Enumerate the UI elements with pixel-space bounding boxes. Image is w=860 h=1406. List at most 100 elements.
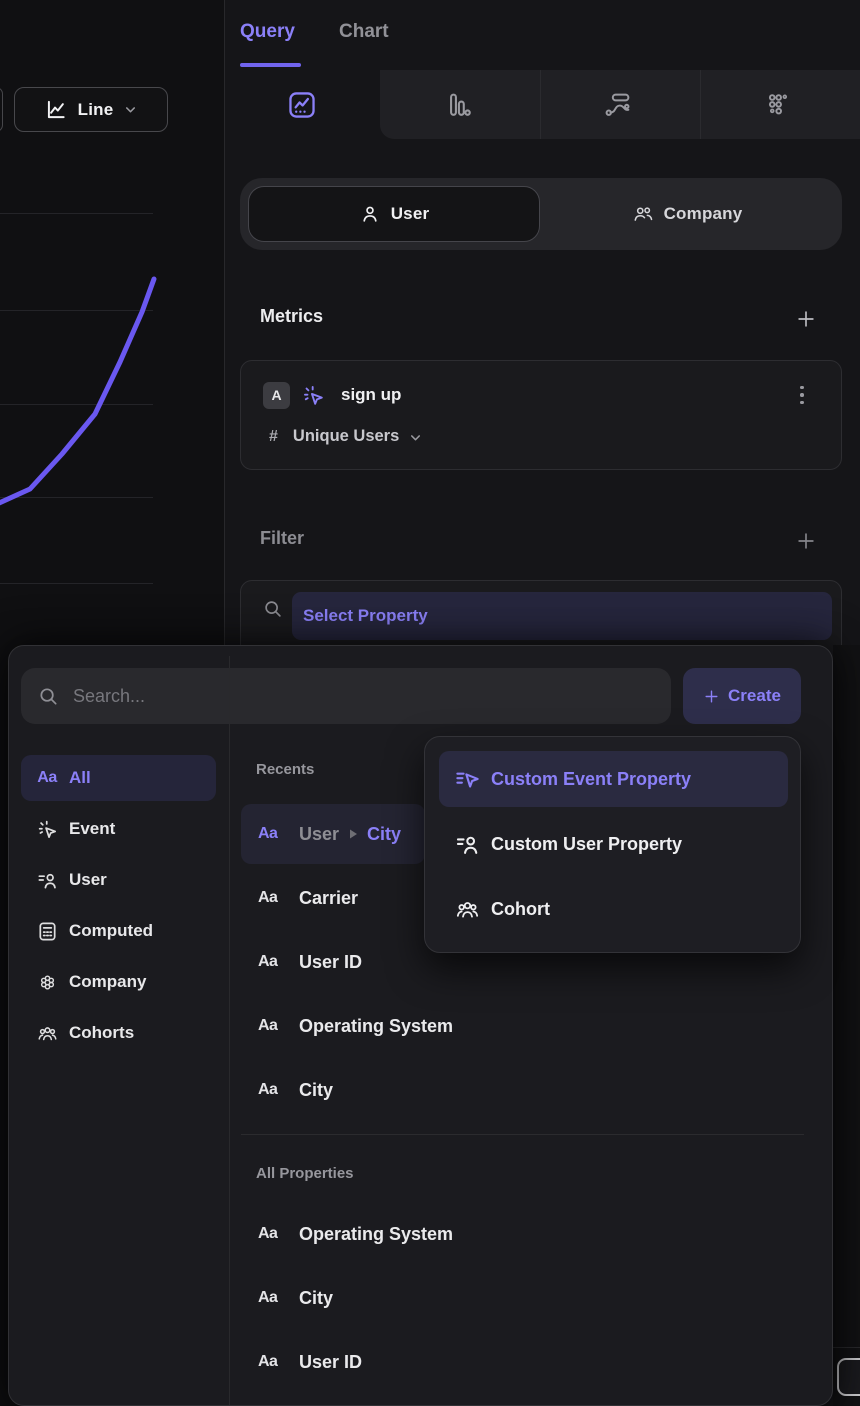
category-event[interactable]: Event <box>21 806 216 852</box>
recents-title: Recents <box>256 761 315 778</box>
menu-item-custom-user-property[interactable]: Custom User Property <box>439 816 788 872</box>
add-metric-button[interactable] <box>793 306 819 332</box>
person-icon <box>363 206 377 222</box>
add-filter-button[interactable] <box>793 528 819 554</box>
metric-options-kebab-icon[interactable] <box>791 383 813 407</box>
tab-query-label: Query <box>240 21 295 42</box>
tab-chart-label: Chart <box>339 21 389 42</box>
computed-icon <box>35 919 59 943</box>
tab-query[interactable]: Query <box>240 21 295 43</box>
filter-property-input[interactable]: Select Property <box>292 592 832 640</box>
entity-segmented-control: User Company <box>240 178 842 250</box>
filter-property-value: Select Property <box>303 606 428 625</box>
viz-separator <box>700 70 701 139</box>
all-properties-title: All Properties <box>256 1165 354 1182</box>
viz-tab-insights[interactable] <box>224 70 380 139</box>
picker-search-input[interactable] <box>73 685 655 707</box>
aa-glyph-icon: Aa <box>258 1289 278 1306</box>
search-icon <box>40 687 57 705</box>
chart-style-label: Line <box>77 99 114 119</box>
recent-property[interactable]: Aa User ID <box>241 932 816 992</box>
recent-property-user-city[interactable]: Aa User City <box>241 804 425 864</box>
property-label: Operating System <box>299 1223 454 1244</box>
filter-section-title: Filter <box>260 528 305 548</box>
aa-glyph-icon: Aa <box>258 1017 278 1034</box>
gridline <box>0 310 153 311</box>
trend-line <box>0 276 157 506</box>
recent-property[interactable]: Aa City <box>241 1060 816 1120</box>
metric-event-row[interactable]: A sign up <box>263 381 825 409</box>
create-button[interactable]: Create <box>683 668 801 724</box>
aa-glyph-icon: Aa <box>258 825 278 842</box>
line-chart-icon <box>47 100 65 118</box>
recent-property[interactable]: Aa Carrier <box>241 868 816 928</box>
metric-event-name: sign up <box>341 385 402 404</box>
viz-tab-retention[interactable] <box>540 70 696 139</box>
bar-funnel-icon <box>450 93 471 116</box>
menu-item-label: Cohort <box>491 898 550 919</box>
arrow-right-icon <box>350 829 358 839</box>
property-label: City <box>299 1287 334 1308</box>
menu-item-cohort[interactable]: Cohort <box>439 881 788 937</box>
picker-column-divider <box>229 656 230 1405</box>
company-icon <box>35 970 59 994</box>
metric-card: A sign up # Unique Users <box>240 360 842 470</box>
recent-property[interactable]: Aa Operating System <box>241 996 816 1056</box>
flows-dots-icon <box>768 93 788 114</box>
gridline <box>0 404 153 405</box>
category-company[interactable]: Company <box>21 959 216 1005</box>
create-submenu: Custom Event Property Custom User Proper… <box>424 736 801 953</box>
aa-glyph-icon: Aa <box>258 1353 278 1370</box>
viz-tab-funnels[interactable] <box>380 70 536 139</box>
viz-separator <box>540 70 541 139</box>
cohorts-icon <box>35 1021 59 1045</box>
custom-user-property-icon <box>453 830 481 858</box>
section-divider <box>833 1347 860 1348</box>
metric-letter-badge: A <box>263 381 290 409</box>
clipped-button-edge[interactable] <box>0 87 3 132</box>
chevron-down-icon <box>126 107 136 113</box>
gridline <box>0 497 153 498</box>
custom-event-property-icon <box>453 765 481 793</box>
category-cohorts[interactable]: Cohorts <box>21 1010 216 1056</box>
segment-company-button[interactable]: Company <box>540 186 834 242</box>
property-row[interactable]: Aa User ID <box>241 1332 816 1392</box>
gridline <box>0 583 153 584</box>
segment-user-button[interactable]: User <box>248 186 540 242</box>
tab-chart[interactable]: Chart <box>339 21 389 43</box>
people-icon <box>634 207 652 221</box>
event-click-icon <box>35 817 59 841</box>
aa-glyph-icon: Aa <box>258 1081 278 1098</box>
category-label: All <box>69 768 91 787</box>
menu-item-label: Custom User Property <box>491 833 683 854</box>
create-button-label: Create <box>728 686 781 705</box>
property-label: User ID <box>299 1351 363 1372</box>
chart-style-dropdown[interactable]: Line <box>14 87 168 132</box>
metric-aggregation-dropdown[interactable]: # Unique Users <box>269 427 423 446</box>
property-path-parent: User <box>299 823 340 844</box>
property-label: User ID <box>299 951 363 972</box>
insights-line-icon <box>289 91 315 118</box>
property-label: City <box>299 1079 334 1100</box>
picker-search-box <box>21 668 671 724</box>
category-label: Computed <box>69 921 154 940</box>
category-all[interactable]: Aa All <box>21 755 216 801</box>
aa-glyph-icon: Aa <box>37 769 57 786</box>
property-label: Carrier <box>299 887 359 908</box>
viz-tab-flows[interactable] <box>700 70 856 139</box>
keyboard-key-icon <box>837 1358 860 1396</box>
aa-glyph-icon: Aa <box>258 953 278 970</box>
category-label: Event <box>69 819 116 838</box>
category-user[interactable]: User <box>21 857 216 903</box>
menu-item-custom-event-property[interactable]: Custom Event Property <box>439 751 788 807</box>
search-icon <box>265 601 281 617</box>
property-row[interactable]: Aa Operating System <box>241 1204 816 1264</box>
property-row[interactable]: Aa City <box>241 1268 816 1328</box>
segment-company-label: Company <box>663 204 743 223</box>
chevron-down-icon <box>411 435 421 441</box>
plus-icon <box>705 689 718 703</box>
metric-aggregation-label: Unique Users <box>292 427 400 445</box>
category-label: Cohorts <box>69 1023 135 1042</box>
category-computed[interactable]: Computed <box>21 908 216 954</box>
